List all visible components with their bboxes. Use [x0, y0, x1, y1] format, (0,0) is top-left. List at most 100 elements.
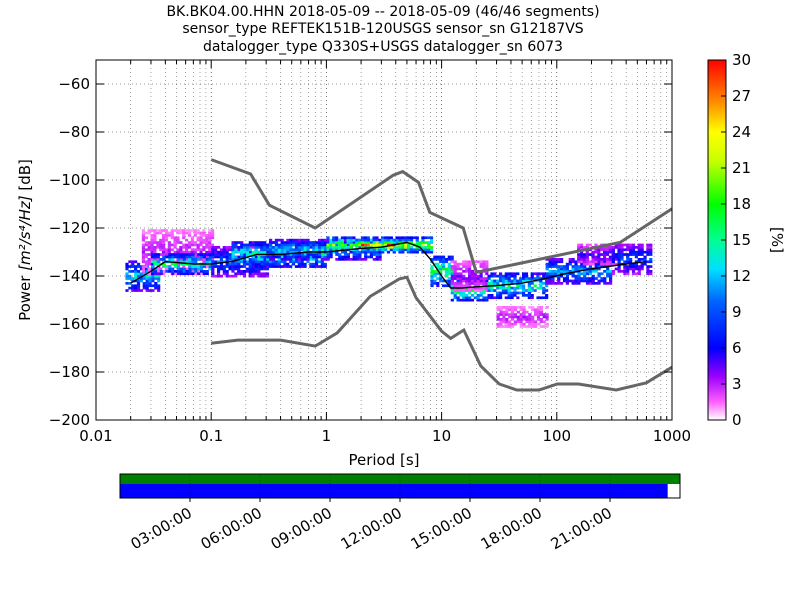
psd-cell [168, 270, 172, 273]
psd-cell [162, 253, 166, 256]
psd-cell [185, 272, 189, 276]
psd-cell [148, 282, 152, 285]
psd-cell [649, 260, 653, 264]
psd-cell [343, 253, 348, 256]
psd-cell [190, 236, 194, 240]
psd-cell [352, 238, 356, 242]
psd-cell [585, 243, 589, 247]
psd-cell [606, 267, 610, 271]
psd-cell [225, 270, 229, 273]
psd-cell [159, 246, 163, 249]
psd-cell [597, 248, 601, 252]
x-tick-label: 0.01 [79, 427, 112, 445]
psd-cell [131, 286, 135, 290]
psd-cell [510, 291, 514, 295]
psd-cell [216, 272, 221, 276]
psd-cell [441, 255, 446, 259]
psd-cell [468, 272, 472, 276]
psd-cell [594, 262, 598, 266]
psd-cell [263, 255, 267, 259]
psd-cell [173, 272, 177, 276]
psd-cell [551, 260, 555, 264]
psd-cell [395, 246, 399, 249]
psd-cell [289, 250, 293, 254]
psd-cell [216, 260, 221, 264]
psd-cell [363, 250, 368, 254]
psd-cell [162, 265, 166, 268]
psd-cell [320, 238, 325, 242]
psd-cell [289, 265, 293, 268]
psd-cell [277, 238, 281, 242]
psd-cell [358, 253, 362, 256]
psd-cell [150, 248, 154, 252]
psd-cell [289, 260, 293, 264]
psd-cell [389, 248, 394, 252]
psd-cell [450, 277, 454, 280]
psd-cell [409, 238, 414, 242]
psd-cell [240, 260, 244, 264]
psd-cell [173, 229, 177, 232]
psd-cell [222, 246, 226, 249]
colorbar-tick-label: 24 [732, 123, 751, 141]
psd-cell [470, 279, 475, 283]
psd-cell [470, 277, 475, 280]
psd-cell [637, 250, 641, 254]
psd-cell [482, 262, 486, 266]
psd-cell [551, 262, 555, 266]
psd-cell [507, 282, 511, 285]
psd-cell [196, 231, 200, 235]
psd-cell [574, 279, 578, 283]
psd-cell [147, 231, 151, 235]
psd-cell [441, 265, 446, 268]
psd-cell [608, 248, 612, 252]
psd-cell [274, 260, 278, 264]
psd-cell [142, 286, 146, 290]
psd-cell [176, 253, 181, 256]
psd-cell [545, 296, 549, 300]
psd-cell [297, 241, 302, 244]
psd-cell [274, 246, 278, 249]
psd-cell [468, 260, 472, 264]
psd-cell [243, 248, 247, 252]
psd-cell [430, 272, 434, 276]
psd-cell [536, 286, 540, 290]
psd-cell [479, 291, 483, 295]
psd-cell [510, 296, 514, 300]
psd-cell [468, 286, 472, 290]
psd-cell [375, 243, 379, 247]
psd-cell [617, 248, 621, 252]
psd-cell [329, 248, 333, 252]
psd-cell [522, 318, 526, 321]
psd-cell [582, 253, 587, 256]
psd-cell [134, 286, 138, 290]
psd-cell [208, 231, 212, 235]
psd-cell [507, 284, 511, 288]
psd-cell [243, 246, 247, 249]
psd-cell [551, 272, 555, 276]
psd-cell [164, 248, 169, 252]
psd-cell [548, 272, 552, 276]
psd-cell [562, 270, 567, 273]
psd-cell [366, 248, 371, 252]
psd-cell [643, 250, 647, 254]
psd-cell [465, 277, 469, 280]
psd-cell [603, 277, 607, 280]
psd-cell [468, 289, 472, 292]
psd-cell [150, 229, 154, 232]
psd-cell [560, 282, 564, 285]
psd-cell [470, 286, 475, 290]
psd-cell [620, 258, 624, 261]
psd-cell [545, 313, 549, 316]
y-tick-label: −100 [49, 171, 90, 189]
psd-cell [199, 255, 204, 259]
psd-cell [128, 260, 132, 264]
psd-cell [522, 277, 526, 280]
psd-cell [214, 274, 218, 278]
psd-cell [320, 248, 325, 252]
psd-cell [433, 279, 437, 283]
psd-cell [522, 315, 526, 319]
psd-cell [634, 250, 638, 254]
psd-cell [548, 270, 552, 273]
psd-cell [131, 279, 135, 283]
psd-cell [128, 282, 132, 285]
